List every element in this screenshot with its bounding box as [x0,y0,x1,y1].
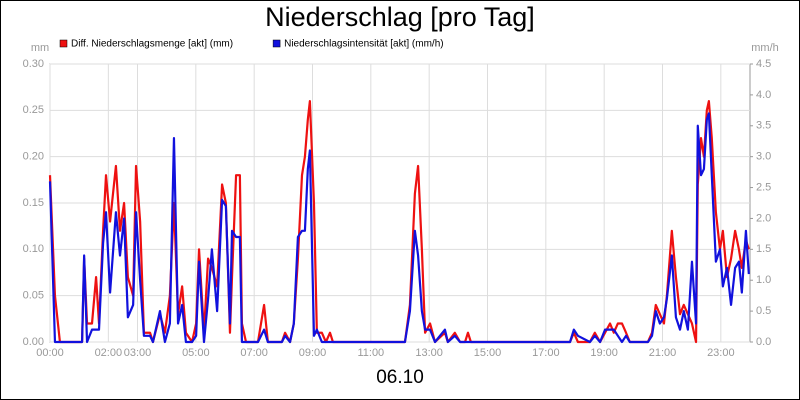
x-tick-label: 15:00 [474,347,502,359]
x-tick-label: 03:00 [124,347,152,359]
x-tick-label: 11:00 [357,347,384,359]
x-tick-label: 05:00 [182,347,210,359]
legend-swatch [272,39,281,48]
y2-tick-label: 2.5 [756,181,771,193]
y-tick-label: 0.30 [23,58,44,70]
x-tick-label: 13:00 [415,347,443,359]
legend-label: Niederschlagsintensität [akt] (mm/h) [284,39,444,50]
x-tick-label: 02:00 [95,347,123,359]
y-tick-label: 0.05 [23,290,44,302]
x-tick-label: 19:00 [590,347,618,359]
y2-tick-label: 1.0 [756,274,771,286]
x-axis-label: 06.10 [376,367,424,388]
y2-tick-label: 3.5 [756,120,771,132]
y-tick-label: 0.15 [23,197,44,209]
y2-tick-label: 3.0 [756,151,771,163]
y2-tick-label: 2.0 [756,212,771,224]
x-tick-label: 09:00 [299,347,327,359]
x-tick-label: 23:00 [707,347,735,359]
y-tick-label: 0.10 [23,243,44,255]
y-tick-label: 0.00 [23,336,44,348]
y-axis-label: mm [31,42,49,54]
y2-tick-label: 0.0 [756,336,771,348]
legend-label: Diff. Niederschlagsmenge [akt] (mm) [71,39,233,50]
y2-tick-label: 0.5 [756,305,771,317]
y2-tick-label: 1.5 [756,243,771,255]
y2-axis-label: mm/h [751,42,779,54]
y2-tick-label: 4.5 [756,58,771,70]
x-tick-label: 17:00 [532,347,560,359]
x-tick-label: 07:00 [240,347,268,359]
legend-swatch [59,39,68,48]
y2-tick-label: 4.0 [756,89,771,101]
chart-title: Niederschlag [pro Tag] [265,2,535,32]
x-tick-label: 21:00 [649,347,677,359]
series-line [48,112,750,344]
x-tick-label: 00:00 [36,347,64,359]
y-tick-label: 0.20 [23,151,44,163]
y-tick-label: 0.25 [23,104,44,116]
